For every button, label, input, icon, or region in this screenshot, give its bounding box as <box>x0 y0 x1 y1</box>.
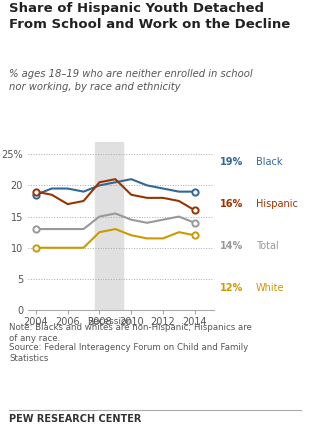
Text: 14%: 14% <box>220 241 243 251</box>
Text: Note: Blacks and whites are non-Hispanic; Hispanics are
of any race.: Note: Blacks and whites are non-Hispanic… <box>9 323 252 343</box>
Text: 19%: 19% <box>220 157 243 167</box>
Text: 16%: 16% <box>220 199 243 209</box>
Text: PEW RESEARCH CENTER: PEW RESEARCH CENTER <box>9 414 142 424</box>
Text: Hispanic: Hispanic <box>256 199 298 209</box>
Text: White: White <box>256 283 284 293</box>
Text: Total: Total <box>256 241 278 251</box>
Text: 12%: 12% <box>220 283 243 293</box>
Text: Source: Federal Interagency Forum on Child and Family
Statistics: Source: Federal Interagency Forum on Chi… <box>9 343 249 363</box>
Text: Black: Black <box>256 157 282 167</box>
Text: % ages 18–19 who are neither enrolled in school
nor working, by race and ethnici: % ages 18–19 who are neither enrolled in… <box>9 69 253 92</box>
Text: Recession: Recession <box>87 317 132 326</box>
Text: Share of Hispanic Youth Detached
From School and Work on the Decline: Share of Hispanic Youth Detached From Sc… <box>9 2 290 31</box>
Bar <box>95 142 123 310</box>
